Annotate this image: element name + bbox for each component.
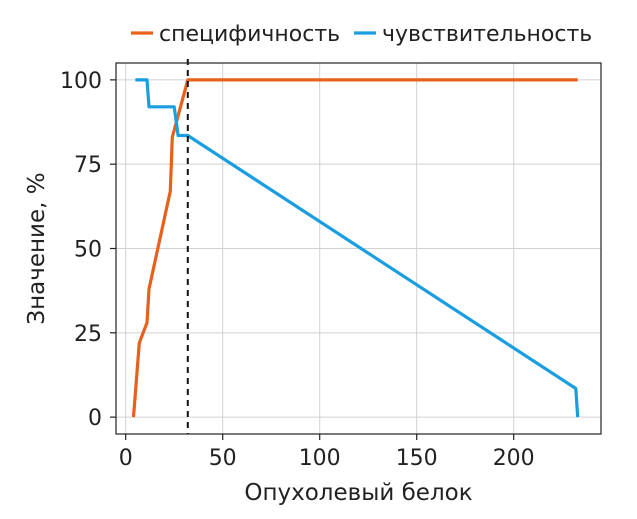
y-tick-label: 25 bbox=[74, 322, 102, 347]
series-lines bbox=[131, 78, 580, 418]
x-tick-label: 150 bbox=[396, 446, 438, 471]
y-tick-label: 100 bbox=[60, 69, 102, 94]
series-line-specificity bbox=[131, 78, 578, 418]
series-line-sensitivity bbox=[135, 78, 580, 418]
legend: специфичность чувствительность bbox=[131, 22, 592, 47]
x-tick-label: 50 bbox=[209, 446, 237, 471]
y-tick-label: 75 bbox=[74, 153, 102, 178]
y-axis-ticks: 0 25 50 75 100 bbox=[60, 69, 116, 431]
x-tick-label: 200 bbox=[493, 446, 535, 471]
x-axis-title: Опухолевый белок bbox=[244, 480, 472, 506]
y-axis-title: Значение, % bbox=[24, 172, 50, 324]
x-tick-label: 0 bbox=[119, 446, 133, 471]
x-axis-ticks: 0 50 100 150 200 bbox=[119, 434, 535, 471]
legend-label-sensitivity: чувствительность bbox=[382, 22, 592, 47]
x-tick-label: 100 bbox=[299, 446, 341, 471]
y-tick-label: 0 bbox=[88, 406, 102, 431]
y-tick-label: 50 bbox=[74, 238, 102, 263]
legend-label-specificity: специфичность bbox=[159, 22, 340, 47]
